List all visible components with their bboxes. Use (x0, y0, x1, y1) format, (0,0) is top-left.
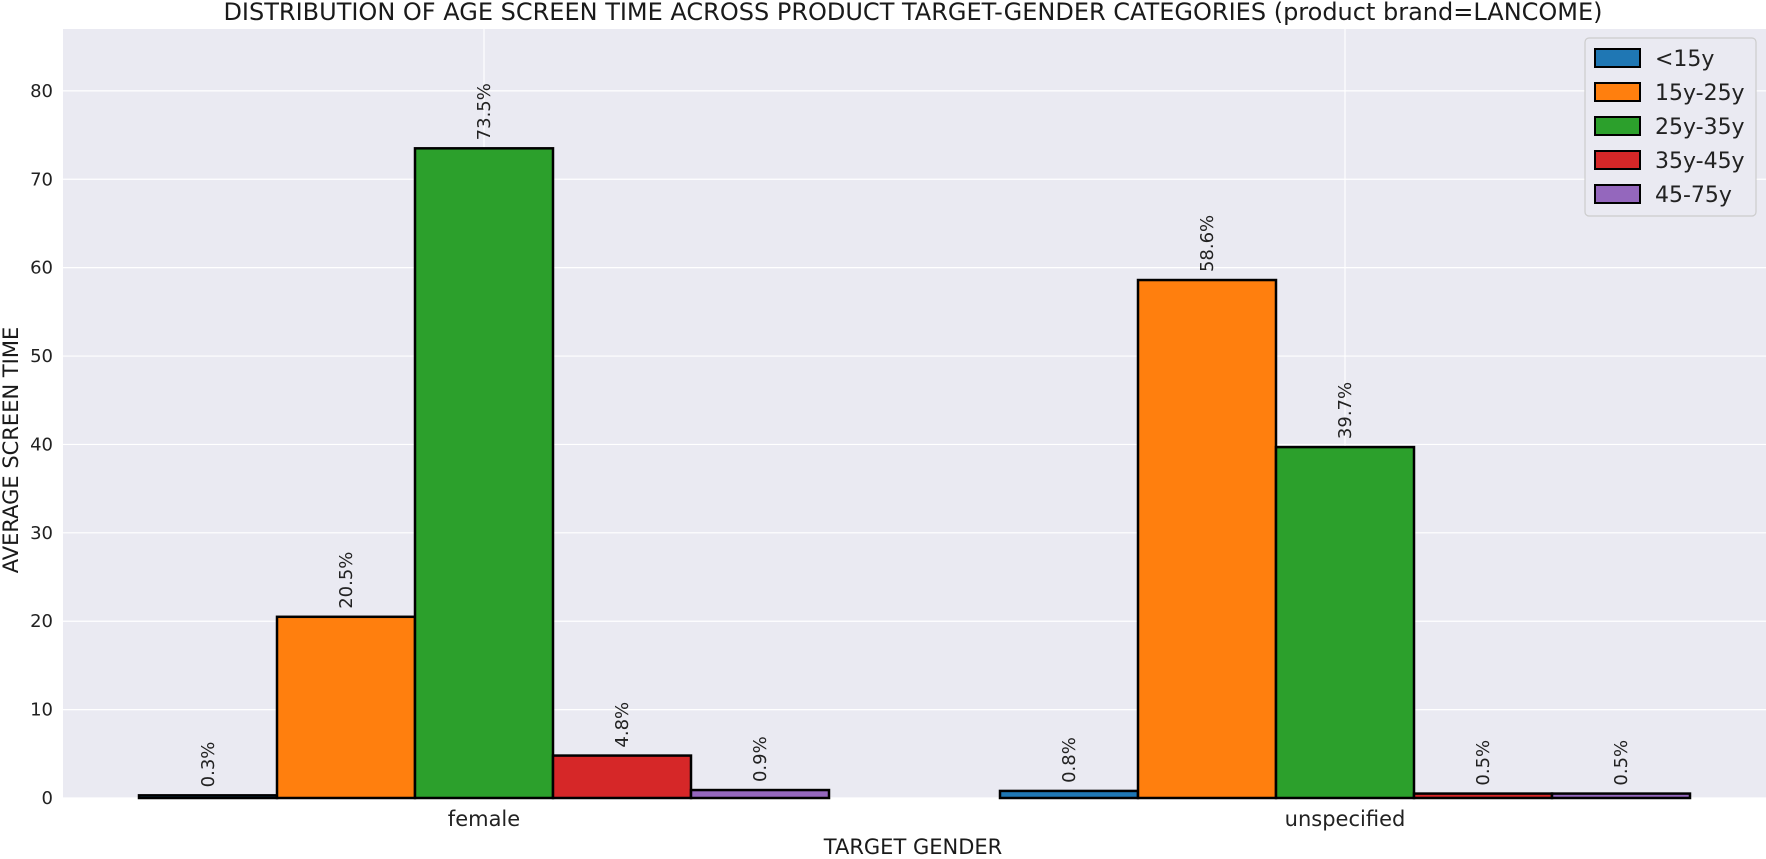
bar-female-15y-25y (275, 615, 417, 800)
data-labels-group: 0.3% 20.5% 73.5% 4.8% 0.9% 0.8% 58.6% 39.7% 0.5%… (198, 83, 1632, 787)
legend-label: 45-75y (1655, 183, 1732, 208)
bar-female-25y-35y (413, 147, 555, 800)
bar-unspecified-<15y (998, 789, 1140, 800)
data-label: 4.8% (612, 702, 633, 748)
data-label: 0.9% (750, 736, 771, 782)
y-axis-label: AVERAGE SCREEN TIME (0, 327, 23, 574)
legend-swatch (1594, 48, 1641, 68)
data-label: 0.5% (1473, 740, 1494, 786)
y-tick-label: 0 (42, 788, 53, 809)
y-tick-label: 40 (30, 434, 53, 455)
data-label: 58.6% (1197, 215, 1218, 272)
y-axis-ticks: 0 10 20 30 40 50 60 70 80 (30, 81, 53, 809)
y-tick-label: 10 (30, 700, 53, 721)
y-tick-label: 30 (30, 523, 53, 544)
legend-label: <15y (1655, 47, 1714, 72)
y-tick-label: 70 (30, 169, 53, 190)
bar-unspecified-25y-35y (1274, 445, 1416, 800)
x-axis-label: TARGET GENDER (823, 835, 1002, 859)
bar-unspecified-45-75y (1550, 792, 1692, 800)
y-tick-label: 20 (30, 611, 53, 632)
data-label: 73.5% (474, 83, 495, 140)
y-tick-label: 80 (30, 81, 53, 102)
x-tick-label: unspecified (1285, 807, 1406, 831)
bars-group (137, 147, 1692, 800)
y-tick-label: 60 (30, 258, 53, 279)
data-label: 20.5% (336, 552, 357, 609)
chart-title: DISTRIBUTION OF AGE SCREEN TIME ACROSS P… (223, 0, 1602, 26)
legend-swatch (1594, 116, 1641, 136)
bar-female-35y-45y (551, 754, 693, 800)
y-tick-label: 50 (30, 346, 53, 367)
data-label: 0.8% (1059, 737, 1080, 783)
legend-swatch (1594, 150, 1641, 170)
legend-swatch (1594, 82, 1641, 102)
data-label: 0.3% (198, 742, 219, 788)
legend-swatch (1594, 184, 1641, 204)
bar-female-<15y (137, 794, 279, 800)
x-tick-label: female (448, 807, 520, 831)
bar-female-45-75y (689, 788, 831, 800)
legend: <15y 15y-25y 25y-35y 35y-45y 45-75y (1584, 37, 1757, 217)
data-label: 0.5% (1611, 740, 1632, 786)
bar-unspecified-15y-25y (1136, 278, 1278, 800)
legend-label: 25y-35y (1655, 115, 1745, 140)
legend-label: 35y-45y (1655, 149, 1745, 174)
data-label: 39.7% (1335, 382, 1356, 439)
x-axis-ticks: female unspecified (448, 807, 1406, 831)
bar-unspecified-35y-45y (1412, 792, 1554, 800)
legend-label: 15y-25y (1655, 81, 1745, 106)
